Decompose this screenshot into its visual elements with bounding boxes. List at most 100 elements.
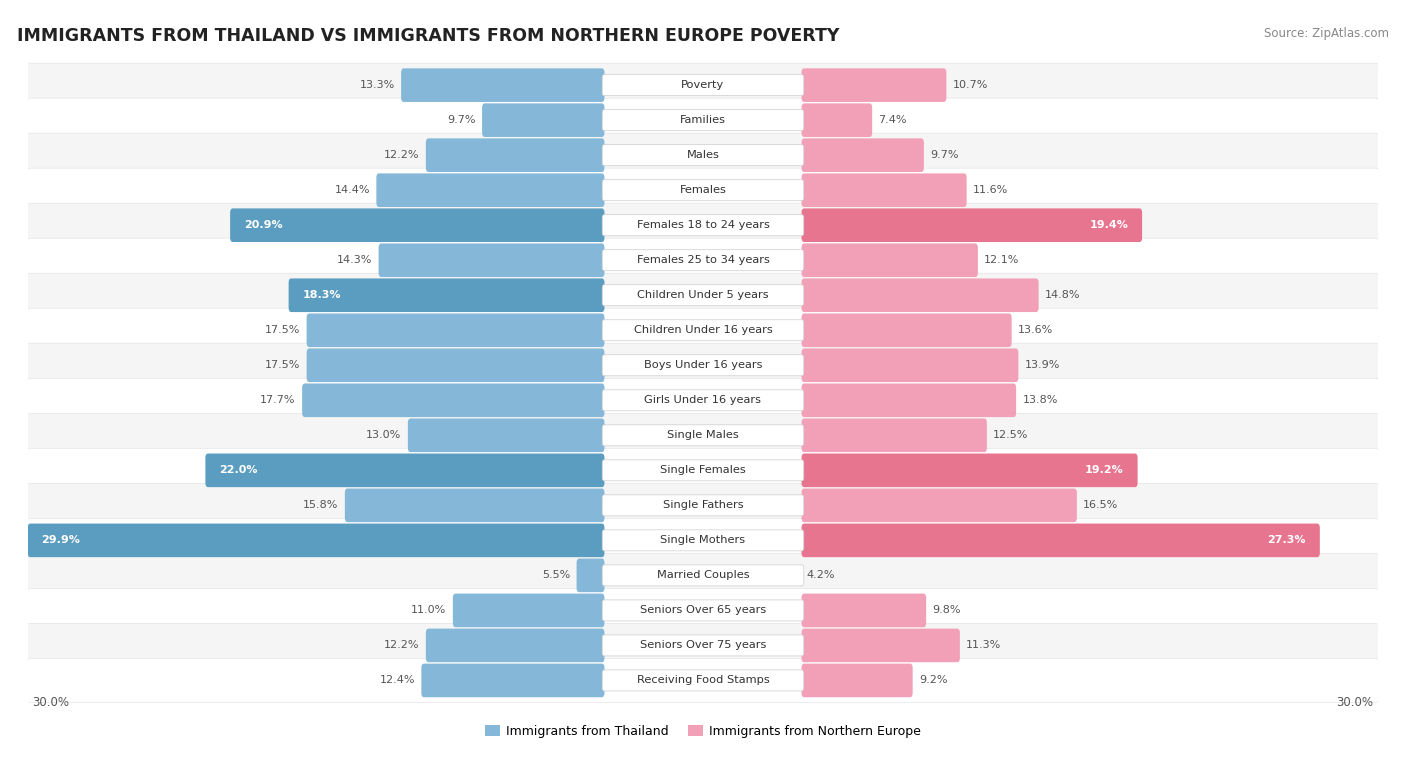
Text: Females 25 to 34 years: Females 25 to 34 years — [637, 255, 769, 265]
FancyBboxPatch shape — [27, 309, 1379, 352]
FancyBboxPatch shape — [27, 168, 1379, 212]
FancyBboxPatch shape — [482, 103, 605, 137]
Text: 13.6%: 13.6% — [1018, 325, 1053, 335]
Text: Poverty: Poverty — [682, 80, 724, 90]
Text: Single Fathers: Single Fathers — [662, 500, 744, 510]
Text: Boys Under 16 years: Boys Under 16 years — [644, 360, 762, 370]
FancyBboxPatch shape — [602, 249, 804, 271]
Text: 14.8%: 14.8% — [1045, 290, 1080, 300]
FancyBboxPatch shape — [27, 63, 1379, 107]
FancyBboxPatch shape — [27, 98, 1379, 143]
FancyBboxPatch shape — [801, 139, 924, 172]
FancyBboxPatch shape — [27, 448, 1379, 493]
FancyBboxPatch shape — [602, 110, 804, 130]
FancyBboxPatch shape — [602, 180, 804, 201]
Text: Seniors Over 65 years: Seniors Over 65 years — [640, 606, 766, 615]
Text: 22.0%: 22.0% — [219, 465, 257, 475]
Text: 27.3%: 27.3% — [1267, 535, 1306, 545]
Text: 12.4%: 12.4% — [380, 675, 415, 685]
FancyBboxPatch shape — [408, 418, 605, 452]
FancyBboxPatch shape — [602, 600, 804, 621]
FancyBboxPatch shape — [801, 278, 1039, 312]
FancyBboxPatch shape — [27, 378, 1379, 422]
FancyBboxPatch shape — [27, 484, 1379, 528]
Text: 7.4%: 7.4% — [879, 115, 907, 125]
Text: 9.2%: 9.2% — [920, 675, 948, 685]
Text: 13.0%: 13.0% — [367, 431, 402, 440]
FancyBboxPatch shape — [801, 349, 1018, 382]
Text: Families: Families — [681, 115, 725, 125]
FancyBboxPatch shape — [801, 663, 912, 697]
Legend: Immigrants from Thailand, Immigrants from Northern Europe: Immigrants from Thailand, Immigrants fro… — [479, 719, 927, 743]
FancyBboxPatch shape — [28, 524, 605, 557]
FancyBboxPatch shape — [801, 594, 927, 627]
FancyBboxPatch shape — [801, 524, 1320, 557]
Text: 30.0%: 30.0% — [32, 696, 70, 709]
Text: 17.5%: 17.5% — [264, 360, 301, 370]
FancyBboxPatch shape — [576, 559, 605, 592]
FancyBboxPatch shape — [27, 238, 1379, 282]
FancyBboxPatch shape — [602, 495, 804, 516]
FancyBboxPatch shape — [801, 384, 1017, 417]
FancyBboxPatch shape — [27, 623, 1379, 668]
Text: 20.9%: 20.9% — [245, 221, 283, 230]
Text: Girls Under 16 years: Girls Under 16 years — [644, 396, 762, 406]
FancyBboxPatch shape — [801, 208, 1142, 242]
FancyBboxPatch shape — [602, 355, 804, 376]
Text: 11.6%: 11.6% — [973, 185, 1008, 196]
FancyBboxPatch shape — [453, 594, 605, 627]
FancyBboxPatch shape — [602, 460, 804, 481]
Text: 19.2%: 19.2% — [1085, 465, 1123, 475]
FancyBboxPatch shape — [27, 553, 1379, 597]
Text: 29.9%: 29.9% — [42, 535, 80, 545]
Text: 14.4%: 14.4% — [335, 185, 370, 196]
FancyBboxPatch shape — [288, 278, 605, 312]
FancyBboxPatch shape — [801, 314, 1012, 347]
FancyBboxPatch shape — [27, 518, 1379, 562]
FancyBboxPatch shape — [27, 659, 1379, 703]
FancyBboxPatch shape — [27, 203, 1379, 247]
FancyBboxPatch shape — [602, 670, 804, 691]
Text: 4.2%: 4.2% — [807, 570, 835, 581]
Text: 12.1%: 12.1% — [984, 255, 1019, 265]
Text: 13.9%: 13.9% — [1025, 360, 1060, 370]
Text: 17.5%: 17.5% — [264, 325, 301, 335]
Text: 11.3%: 11.3% — [966, 641, 1001, 650]
Text: Females: Females — [679, 185, 727, 196]
FancyBboxPatch shape — [602, 635, 804, 656]
Text: Single Males: Single Males — [666, 431, 740, 440]
FancyBboxPatch shape — [302, 384, 605, 417]
FancyBboxPatch shape — [401, 68, 605, 102]
FancyBboxPatch shape — [801, 68, 946, 102]
FancyBboxPatch shape — [27, 413, 1379, 457]
Text: 13.3%: 13.3% — [360, 80, 395, 90]
Text: Children Under 16 years: Children Under 16 years — [634, 325, 772, 335]
FancyBboxPatch shape — [602, 530, 804, 551]
FancyBboxPatch shape — [27, 133, 1379, 177]
Text: 14.3%: 14.3% — [337, 255, 373, 265]
FancyBboxPatch shape — [801, 103, 872, 137]
FancyBboxPatch shape — [426, 139, 605, 172]
Text: Receiving Food Stamps: Receiving Food Stamps — [637, 675, 769, 685]
Text: 5.5%: 5.5% — [543, 570, 571, 581]
Text: Females 18 to 24 years: Females 18 to 24 years — [637, 221, 769, 230]
Text: 13.8%: 13.8% — [1022, 396, 1057, 406]
FancyBboxPatch shape — [231, 208, 605, 242]
Text: 18.3%: 18.3% — [302, 290, 342, 300]
Text: 9.7%: 9.7% — [447, 115, 475, 125]
Text: 12.2%: 12.2% — [384, 641, 419, 650]
FancyBboxPatch shape — [602, 145, 804, 166]
Text: 30.0%: 30.0% — [1336, 696, 1374, 709]
FancyBboxPatch shape — [801, 243, 979, 277]
Text: Males: Males — [686, 150, 720, 160]
FancyBboxPatch shape — [205, 453, 605, 487]
FancyBboxPatch shape — [602, 390, 804, 411]
FancyBboxPatch shape — [602, 74, 804, 96]
FancyBboxPatch shape — [344, 489, 605, 522]
Text: 9.7%: 9.7% — [931, 150, 959, 160]
Text: IMMIGRANTS FROM THAILAND VS IMMIGRANTS FROM NORTHERN EUROPE POVERTY: IMMIGRANTS FROM THAILAND VS IMMIGRANTS F… — [17, 27, 839, 45]
FancyBboxPatch shape — [801, 628, 960, 662]
Text: 9.8%: 9.8% — [932, 606, 960, 615]
Text: Single Mothers: Single Mothers — [661, 535, 745, 545]
FancyBboxPatch shape — [602, 285, 804, 305]
